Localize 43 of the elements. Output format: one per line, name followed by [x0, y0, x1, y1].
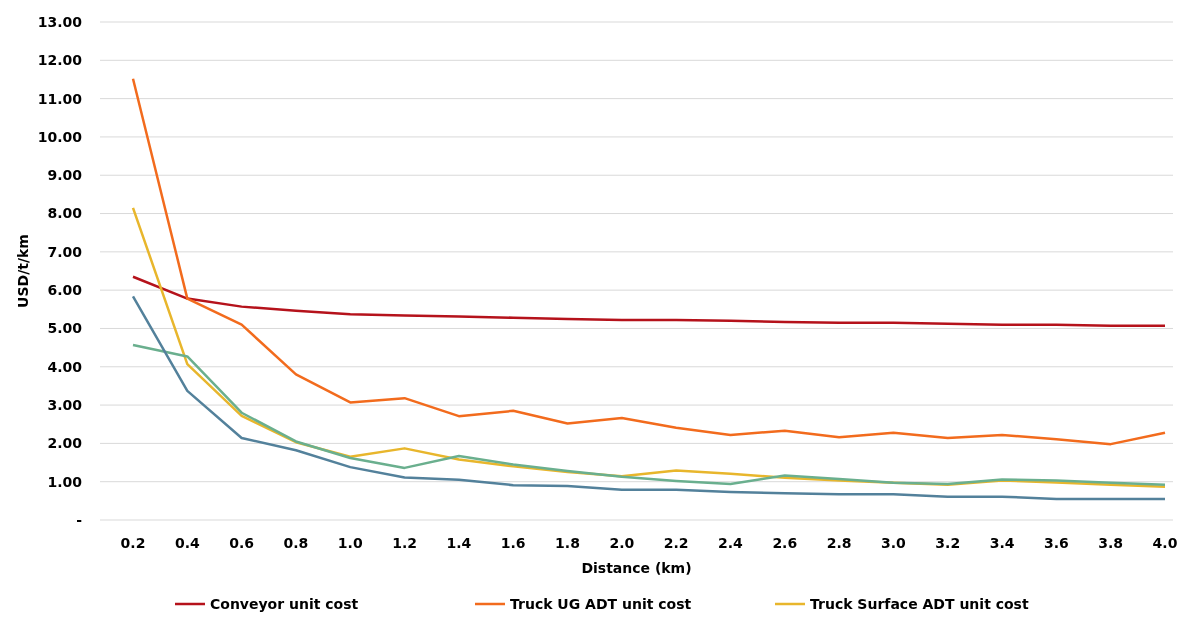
line-series: [131, 77, 1167, 446]
x-tick-label: 0.4: [174, 535, 200, 551]
y-tick-label: 10.00: [37, 128, 83, 145]
y-tick-label: 1.00: [47, 473, 83, 490]
x-tick-label: 3.8: [1098, 535, 1124, 551]
legend-label: Truck Surface ADT unit cost: [810, 595, 1029, 612]
y-tick-label: 5.00: [47, 320, 83, 337]
y-tick-label: 8.00: [47, 205, 83, 222]
y-tick-label: 2.00: [47, 435, 83, 452]
y-tick-label: 11.00: [37, 90, 83, 107]
x-tick-label: 3.4: [989, 535, 1015, 551]
x-tick-label: 2.6: [772, 535, 798, 551]
y-tick-label: -: [76, 511, 83, 528]
line-series: [131, 275, 1167, 328]
x-axis-title: Distance (km): [581, 560, 692, 576]
y-tick-label: 9.00: [47, 167, 83, 184]
legend-label: Truck UG ADT unit cost: [510, 595, 692, 612]
legend-label: Conveyor unit cost: [210, 595, 359, 612]
y-axis-title: USD/t/km: [15, 234, 31, 308]
x-tick-label: 2.4: [718, 535, 744, 551]
line-series: [131, 343, 1167, 487]
x-tick-label: 1.6: [500, 535, 526, 551]
y-tick-label: 12.00: [37, 52, 83, 69]
x-tick-label: 0.2: [120, 535, 146, 551]
line-series: [131, 295, 1167, 501]
y-tick-label: 7.00: [47, 243, 83, 260]
x-tick-label: 3.2: [935, 535, 961, 551]
x-tick-label: 2.0: [609, 535, 635, 551]
x-tick-label: 3.0: [881, 535, 907, 551]
x-tick-label: 1.8: [555, 535, 580, 551]
y-tick-label: 6.00: [47, 282, 83, 299]
x-tick-label: 3.6: [1043, 535, 1069, 551]
x-tick-label: 1.4: [446, 535, 472, 551]
y-tick-label: 13.00: [37, 13, 83, 30]
y-tick-label: 3.00: [47, 396, 83, 413]
x-tick-label: 4.0: [1152, 535, 1178, 551]
x-tick-label: 2.2: [663, 535, 689, 551]
x-tick-label: 2.8: [826, 535, 852, 551]
x-tick-label: 0.6: [229, 535, 255, 551]
x-tick-label: 1.2: [392, 535, 417, 551]
x-tick-label: 1.0: [337, 535, 363, 551]
y-tick-label: 4.00: [47, 358, 83, 375]
x-tick-label: 0.8: [283, 535, 309, 551]
